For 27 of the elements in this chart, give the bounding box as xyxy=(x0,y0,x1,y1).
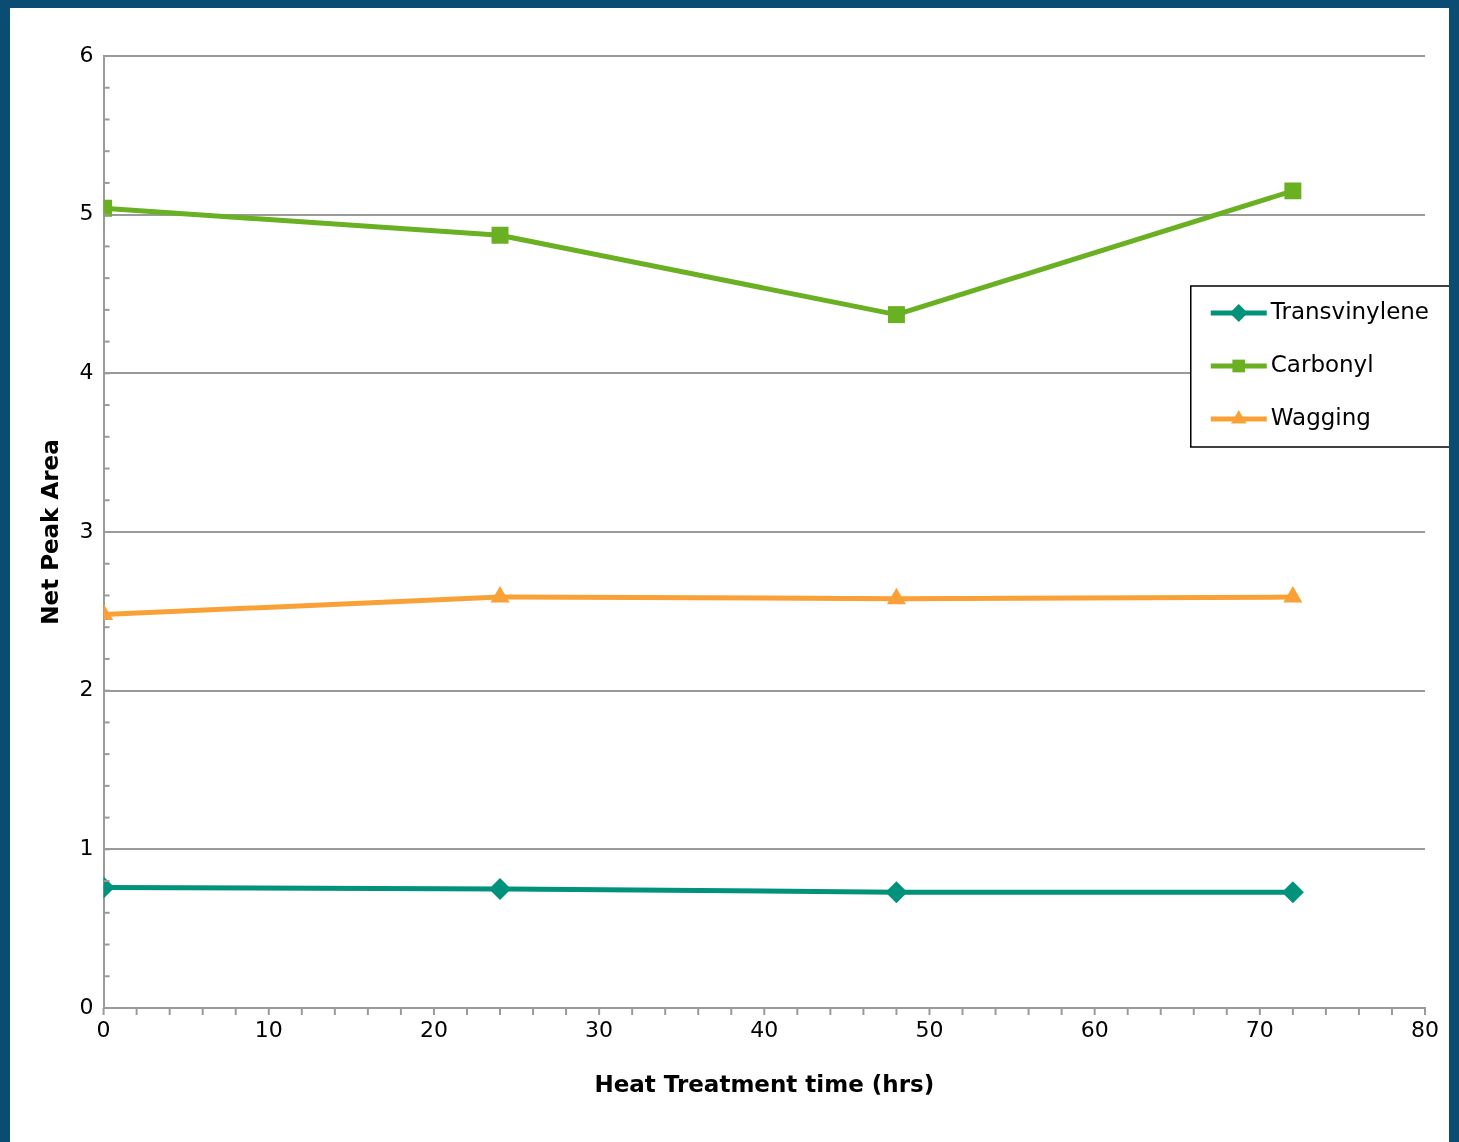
y-tick-label: 5 xyxy=(79,200,94,226)
x-tick-label: 10 xyxy=(254,1016,283,1042)
legend-label: Wagging xyxy=(1270,403,1371,430)
point xyxy=(887,306,905,324)
x-tick-label: 40 xyxy=(750,1016,779,1042)
x-tick-label: 50 xyxy=(915,1016,944,1042)
x-tick-label: 20 xyxy=(419,1016,448,1042)
point xyxy=(885,881,908,904)
y-tick-label: 1 xyxy=(79,835,94,861)
point xyxy=(1281,881,1304,904)
y-axis-title: Net Peak Area xyxy=(36,439,63,625)
y-tick-label: 3 xyxy=(79,517,94,543)
point xyxy=(491,226,509,244)
x-tick-label: 0 xyxy=(96,1016,111,1042)
legend-label: Transvinylene xyxy=(1269,297,1430,324)
y-tick-label: 6 xyxy=(79,41,94,67)
point xyxy=(1284,182,1302,200)
y-tick-label: 0 xyxy=(79,993,94,1019)
x-tick-label: 60 xyxy=(1080,1016,1109,1042)
y-tick-label: 2 xyxy=(79,676,94,702)
point xyxy=(489,878,512,900)
x-tick-label: 30 xyxy=(585,1016,614,1042)
x-tick-label: 70 xyxy=(1245,1016,1274,1042)
y-tick-label: 4 xyxy=(79,359,94,385)
legend-label: Carbonyl xyxy=(1270,350,1374,377)
x-axis-title: Heat Treatment time (hrs) xyxy=(594,1071,935,1098)
x-tick-label: 80 xyxy=(1411,1016,1439,1042)
